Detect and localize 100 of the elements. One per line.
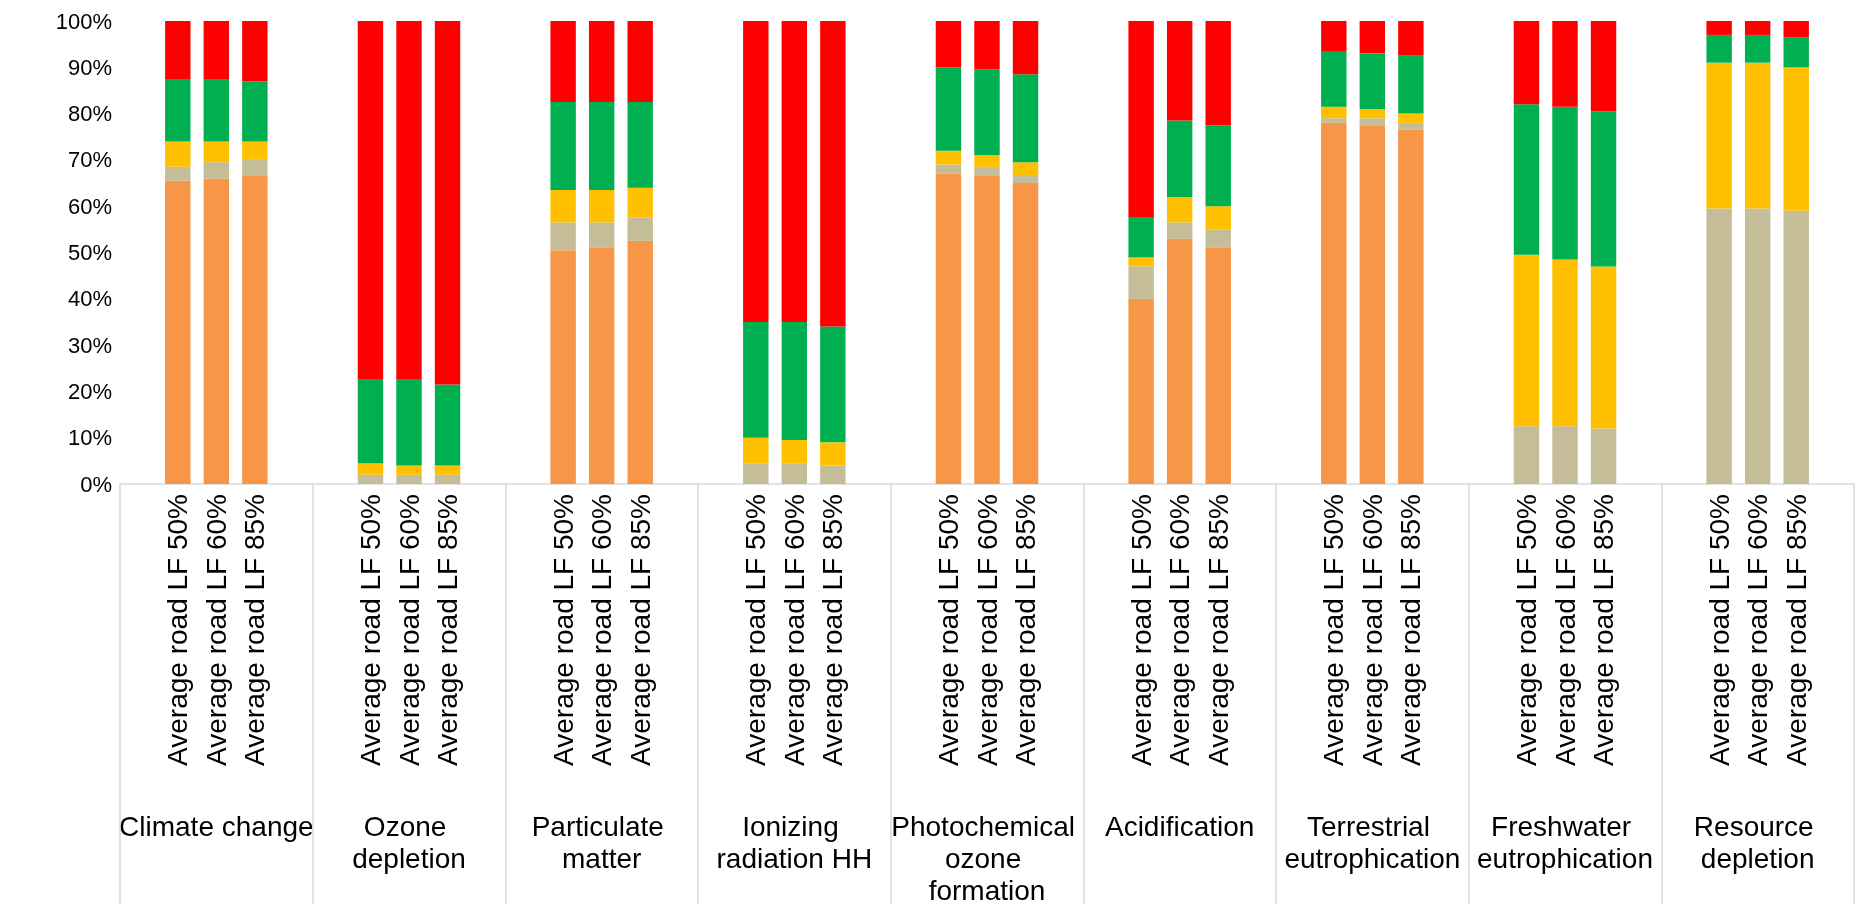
bar <box>1552 426 1578 484</box>
text: Photochemical ozone formation <box>891 810 1083 904</box>
y-tick-label: 60% <box>67 193 112 219</box>
bar <box>242 81 268 142</box>
bar <box>1513 21 1540 105</box>
x-tick-label: Average road LF 50% <box>932 494 964 766</box>
bar <box>203 178 230 484</box>
x-tick-label: Average road LF 85% <box>1202 494 1234 766</box>
bar <box>627 217 653 241</box>
bar <box>743 21 769 322</box>
x-tick-label: Average road LF 50% <box>1318 494 1350 766</box>
y-tick-label: 70% <box>67 147 112 173</box>
bar <box>1205 229 1231 248</box>
bar <box>1359 108 1386 119</box>
bar <box>588 222 615 248</box>
bar <box>1744 62 1771 209</box>
bar <box>165 166 191 181</box>
text: Acidification <box>1104 810 1255 842</box>
bar <box>434 384 461 466</box>
bar <box>1398 122 1424 130</box>
bar <box>1359 21 1386 54</box>
bar <box>1128 298 1154 484</box>
bar <box>434 474 461 484</box>
x-tick-label: Average road LF 85% <box>239 494 271 766</box>
x-tick-label: Average road LF 85% <box>1010 494 1042 766</box>
bar <box>1783 21 1809 38</box>
bar <box>1398 21 1424 56</box>
x-tick-label: Average road LF 60% <box>1742 494 1774 766</box>
bar <box>1321 21 1347 52</box>
text: Ionizing radiation HH <box>716 810 873 874</box>
bar <box>550 21 576 103</box>
bar <box>1783 37 1809 68</box>
bar <box>1128 21 1154 218</box>
bar <box>1205 125 1231 207</box>
bar <box>1552 106 1578 260</box>
bar <box>627 21 653 103</box>
x-tick-label: Average road LF 50% <box>1703 494 1735 766</box>
bar <box>396 379 422 466</box>
bar <box>588 102 615 190</box>
bar <box>1166 120 1193 197</box>
bar <box>1513 254 1540 427</box>
bar <box>1128 257 1154 267</box>
bar <box>1552 259 1578 427</box>
bar <box>203 162 230 179</box>
bar <box>1590 111 1617 267</box>
bar <box>743 463 769 484</box>
bar <box>242 159 268 177</box>
bar <box>1012 21 1039 75</box>
bar <box>1321 122 1347 484</box>
x-tick-label: Average road LF 60% <box>200 494 232 766</box>
bar <box>1706 62 1732 209</box>
bar <box>1783 210 1809 484</box>
bar <box>627 240 653 484</box>
bar <box>242 176 268 484</box>
bar <box>1706 21 1732 35</box>
x-tick-label: Average road LF 50% <box>1125 494 1157 766</box>
y-tick-label: 10% <box>67 425 112 451</box>
bar <box>1205 206 1231 230</box>
text: Ozone depletion <box>352 810 466 874</box>
bar <box>165 78 191 142</box>
bar <box>974 176 1000 484</box>
bar <box>627 102 653 188</box>
y-tick-label: 80% <box>67 101 112 127</box>
bar <box>820 442 846 466</box>
x-tick-label: Average road LF 85% <box>1395 494 1427 766</box>
x-tick-label: Average road LF 60% <box>1164 494 1196 766</box>
bar <box>1128 217 1154 258</box>
x-tick-label: Average road LF 60% <box>586 494 618 766</box>
bar <box>1744 34 1771 63</box>
bar <box>1128 266 1154 299</box>
bar <box>1166 196 1193 223</box>
bar <box>1513 426 1540 484</box>
bar <box>781 21 808 322</box>
bar <box>781 463 808 484</box>
bar <box>974 155 1000 167</box>
x-tick-label: Average road LF 85% <box>1780 494 1812 766</box>
bar <box>1321 118 1347 123</box>
bar <box>1205 247 1231 484</box>
y-tick-label: 50% <box>67 240 112 265</box>
bar <box>1321 51 1347 107</box>
bar <box>396 21 422 380</box>
x-tick-label: Average road LF 60% <box>971 494 1003 766</box>
bar <box>1321 106 1347 119</box>
bar <box>935 173 962 484</box>
bar <box>1513 104 1540 255</box>
bar <box>1744 208 1771 484</box>
bar <box>820 21 846 327</box>
bar <box>1590 266 1617 429</box>
bar <box>1590 21 1617 112</box>
bar <box>1012 162 1039 177</box>
bar <box>974 21 1000 70</box>
bar <box>357 463 384 475</box>
text: Terrestrial eutrophication <box>1284 810 1461 874</box>
y-tick-label: 0% <box>80 471 112 497</box>
bar <box>1706 208 1732 484</box>
bar <box>1359 118 1386 126</box>
text: Particulate matter <box>531 810 672 874</box>
bar <box>1359 53 1386 109</box>
bar <box>820 465 846 484</box>
bar <box>1166 222 1193 239</box>
